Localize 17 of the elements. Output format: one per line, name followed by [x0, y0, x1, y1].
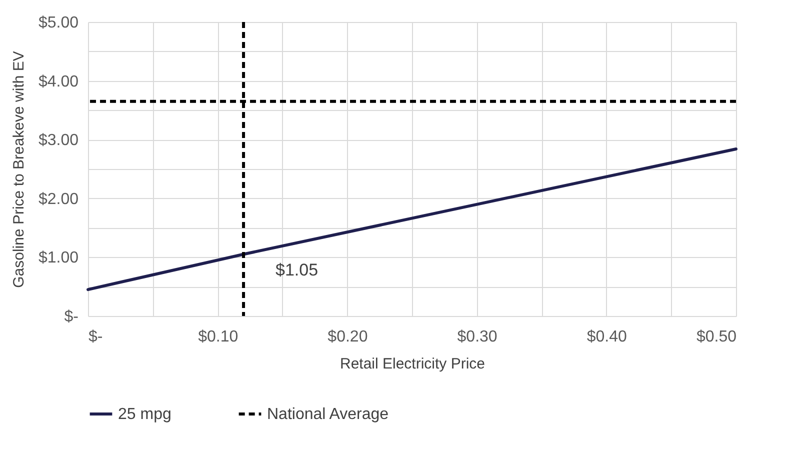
annotation: $1.05 [276, 260, 318, 280]
x-tick-label: $0.30 [457, 328, 498, 346]
x-tick-label: $0.20 [328, 328, 368, 346]
y-tick-label: $5.00 [38, 14, 79, 32]
legend-label: National Average [267, 406, 389, 423]
y-tick-label: $- [64, 308, 78, 326]
y-tick-label: $1.00 [38, 250, 79, 267]
y-tick-label: $3.00 [38, 132, 79, 150]
x-tick-label: $0.40 [586, 328, 628, 346]
y-axis-title: Gasoline Price to Breakeve with EV [10, 51, 28, 288]
legend-label: 25 mpg [118, 406, 172, 423]
x-tick-label: $0.10 [198, 328, 238, 346]
y-tick-label: $2.00 [38, 190, 79, 208]
x-tick-label: $0.50 [696, 328, 737, 346]
y-tick-label: $4.00 [38, 73, 79, 90]
x-tick-label: $- [88, 328, 103, 346]
x-axis-title: Retail Electricity Price [340, 356, 486, 372]
